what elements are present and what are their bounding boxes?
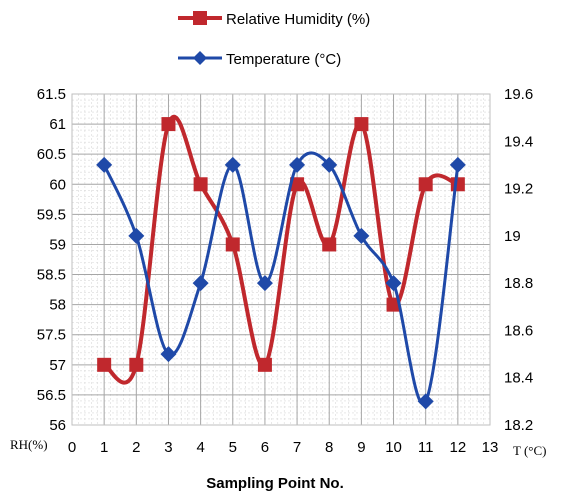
left-axis-tick-label: 60 (49, 176, 66, 193)
data-point-temperature (192, 275, 209, 292)
data-point-relative-humidity (257, 357, 272, 372)
x-axis-title: Sampling Point No. (206, 475, 344, 492)
left-axis-tick-label: 60.5 (37, 146, 66, 163)
right-axis-tick-label: 18.2 (504, 417, 533, 434)
right-axis-tick-label: 19.2 (504, 181, 533, 198)
x-axis-tick-label: 8 (325, 439, 333, 456)
left-axis-tick-label: 57.5 (37, 327, 66, 344)
x-axis-tick-label: 1 (100, 439, 108, 456)
data-point-relative-humidity (129, 357, 144, 372)
data-point-temperature (449, 156, 466, 173)
left-axis-tick-label: 56 (49, 417, 66, 434)
data-point-relative-humidity (354, 117, 369, 132)
left-axis-tick-label: 57 (49, 357, 66, 374)
data-point-relative-humidity (290, 177, 305, 192)
data-point-relative-humidity (418, 177, 433, 192)
legend: Relative Humidity (%) Temperature (°C) (178, 11, 370, 68)
left-axis-ticks: 56 56.5 57 57.5 58 58.5 59 59.5 60 60.5 61 61.5 (37, 86, 66, 434)
data-point-temperature (417, 393, 434, 410)
left-axis-tick-label: 58 (49, 297, 66, 314)
data-point-relative-humidity (450, 177, 465, 192)
x-axis-tick-label: 4 (196, 439, 204, 456)
legend-item-temperature: Temperature (°C) (178, 51, 341, 68)
right-axis-tick-label: 19 (504, 228, 521, 245)
right-axis-tick-label: 19.4 (504, 133, 533, 150)
x-axis-tick-label: 5 (229, 439, 237, 456)
left-axis-tick-label: 56.5 (37, 387, 66, 404)
right-axis-ticks: 18.2 18.4 18.6 18.8 19 19.2 19.4 19.6 (504, 86, 533, 434)
x-axis-tick-label: 13 (482, 439, 499, 456)
x-axis-tick-label: 11 (418, 439, 434, 456)
plot-border (71, 93, 491, 426)
data-point-temperature (289, 156, 306, 173)
right-axis-tick-label: 19.6 (504, 86, 533, 103)
right-axis-tick-label: 18.4 (504, 370, 533, 387)
series-temperature (96, 151, 466, 410)
data-point-temperature (256, 275, 273, 292)
data-point-relative-humidity (193, 177, 208, 192)
x-axis-tick-label: 10 (385, 439, 402, 456)
data-point-relative-humidity (161, 117, 176, 132)
data-point-temperature (160, 346, 177, 363)
x-axis-tick-label: 3 (164, 439, 172, 456)
x-axis-tick-label: 9 (357, 439, 365, 456)
x-axis-tick-label: 0 (68, 439, 76, 456)
left-axis-tick-label: 59 (49, 236, 66, 253)
left-axis-unit-label: RH(%) (10, 437, 48, 452)
x-axis-ticks: 0 1 2 3 4 5 6 7 8 9 10 11 12 13 (68, 439, 499, 456)
left-axis-tick-label: 58.5 (37, 267, 66, 284)
data-point-temperature (321, 156, 338, 173)
x-axis-tick-label: 2 (132, 439, 140, 456)
series-layer (96, 114, 466, 410)
series-relative-humidity (97, 114, 465, 385)
data-point-temperature (353, 227, 370, 244)
legend-item-relative-humidity: Relative Humidity (%) (178, 11, 370, 28)
left-axis-tick-label: 61 (49, 116, 66, 133)
legend-marker-temperature (193, 51, 207, 65)
left-axis-tick-label: 61.5 (37, 86, 66, 103)
x-axis-tick-label: 7 (293, 439, 301, 456)
data-point-relative-humidity (225, 237, 240, 252)
legend-marker-relative-humidity (193, 11, 207, 25)
data-point-temperature (96, 156, 113, 173)
data-point-temperature (128, 227, 145, 244)
data-point-temperature (224, 156, 241, 173)
minor-gridlines (72, 94, 490, 425)
right-axis-tick-label: 18.8 (504, 275, 533, 292)
legend-label-temperature: Temperature (°C) (226, 51, 341, 68)
x-axis-tick-label: 6 (261, 439, 269, 456)
legend-label-relative-humidity: Relative Humidity (%) (226, 11, 370, 28)
left-axis-tick-label: 59.5 (37, 206, 66, 223)
data-point-relative-humidity (322, 237, 337, 252)
data-point-temperature (385, 275, 402, 292)
data-point-relative-humidity (97, 357, 112, 372)
x-axis-tick-label: 12 (450, 439, 467, 456)
right-axis-tick-label: 18.6 (504, 322, 533, 339)
right-axis-unit-label: T (°C) (513, 443, 546, 458)
